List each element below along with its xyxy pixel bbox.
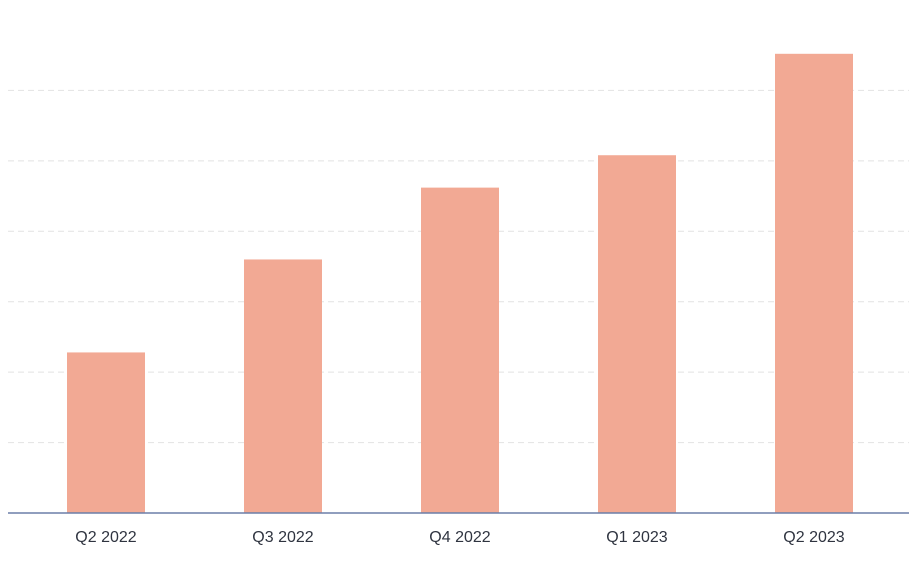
bar-q4-2022 [421,187,499,513]
x-tick-label: Q2 2022 [75,529,136,546]
bar-q2-2022 [67,352,145,513]
bars [67,53,853,514]
x-tick-label: Q3 2022 [252,529,313,546]
bar-q1-2023 [598,155,676,514]
bar-q3-2022 [244,259,322,513]
bar-q2-2023 [775,53,853,513]
x-tick-label: Q4 2022 [429,529,490,546]
x-tick-labels: Q2 2022 Q3 2022 Q4 2022 Q1 2023 Q2 2023 [75,529,844,546]
x-tick-label: Q2 2023 [783,529,844,546]
x-tick-label: Q1 2023 [606,529,667,546]
